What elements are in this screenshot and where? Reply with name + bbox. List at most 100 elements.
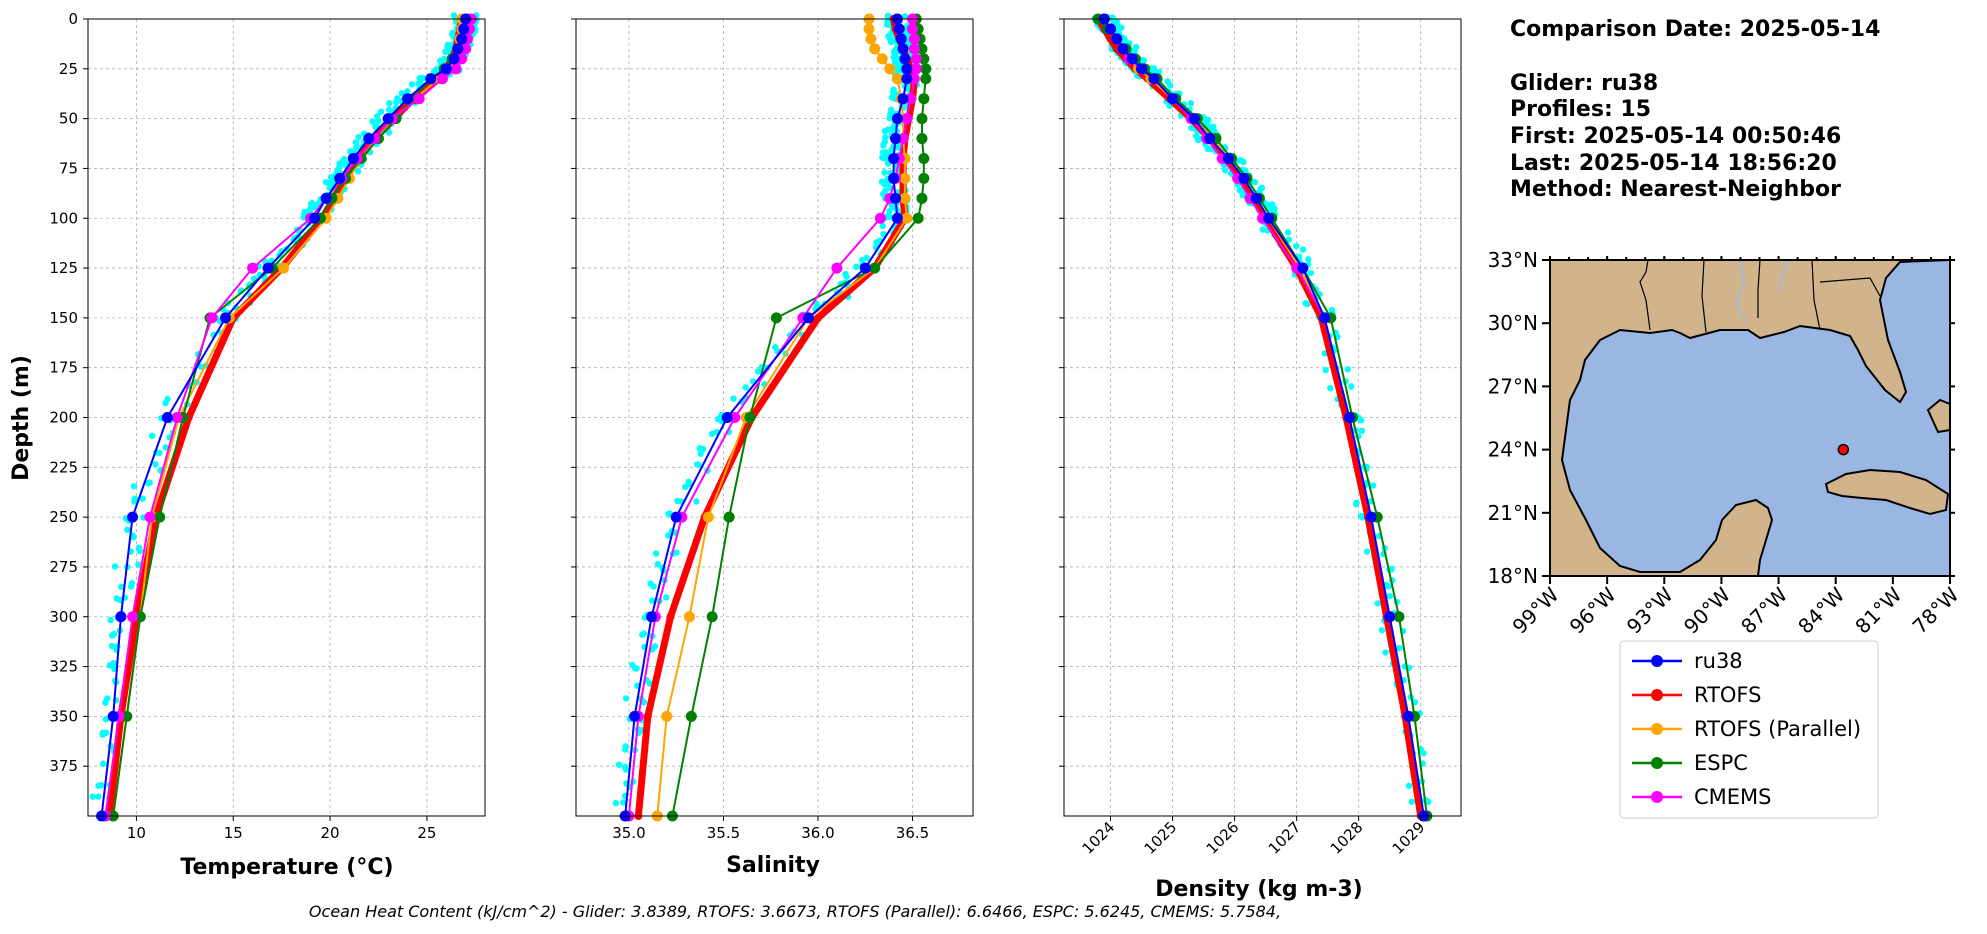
temperature-ru38-point (440, 63, 452, 75)
glider-raw-point (386, 100, 393, 107)
legend-espc-label: ESPC (1694, 751, 1748, 775)
glider-raw-point (135, 561, 142, 568)
glider-raw-point (1327, 385, 1334, 392)
glider-raw-point (887, 38, 895, 46)
salinity-ru38-point (888, 152, 900, 164)
salinity-espc-point (770, 312, 782, 324)
glider-raw-point (408, 81, 416, 88)
salinity-espc-point (706, 611, 718, 623)
glider-raw-point (1357, 512, 1365, 520)
temperature-ru38-point (382, 113, 394, 125)
density-ru38-point (1117, 43, 1129, 55)
temperature-ru38-point (262, 262, 274, 274)
salinity-ru38-point (897, 43, 909, 55)
temperature-x-tick-label: 15 (224, 824, 243, 842)
temperature-series (96, 13, 477, 822)
map-lat-tick-label: 24°N (1488, 438, 1538, 462)
temperature-x-tick-label: 10 (127, 824, 146, 842)
salinity-ru38-point (721, 412, 733, 423)
depth-tick-label: 0 (68, 10, 78, 28)
density-ru38-point (1148, 73, 1160, 85)
density-series (1092, 13, 1433, 822)
glider-raw-point (1265, 202, 1272, 210)
temperature-cmems-point (127, 611, 139, 623)
depth-tick-label: 375 (49, 757, 78, 775)
glider-raw-point (416, 74, 423, 82)
glider-raw-point (649, 597, 656, 604)
glider-raw-point (98, 782, 105, 789)
glider-raw-point (1305, 256, 1312, 263)
density-espc-point (1393, 611, 1405, 623)
legend-rtofs-marker (1651, 689, 1663, 701)
salinity-x-tick-label: 35.5 (707, 824, 740, 842)
temperature-cmems-point (450, 63, 462, 75)
glider-raw-point (111, 563, 119, 570)
map-lat-tick-label: 33°N (1488, 248, 1538, 272)
salinity-espc-point (920, 63, 932, 75)
glider-raw-point (863, 254, 870, 262)
map-lat-tick-label: 30°N (1488, 311, 1538, 335)
temperature-x-tick-label: 20 (321, 824, 340, 842)
glider-raw-point (398, 90, 405, 97)
salinity-x-tick-label: 35.0 (612, 824, 645, 842)
glider-raw-point (622, 695, 630, 702)
salinity-espc-point (918, 152, 930, 164)
glider-raw-point (696, 445, 703, 452)
glider-raw-point (754, 368, 762, 375)
temperature-ru38-point (458, 23, 470, 35)
temperature-ru38-point (452, 43, 464, 55)
salinity-espc-point (918, 93, 930, 105)
temperature-axis-label: Temperature (°C) (180, 855, 393, 880)
legend: ru38 RTOFS RTOFS (Parallel) ESPC CMEMS (1619, 640, 1879, 819)
salinity-grid (576, 18, 973, 816)
salinity-series (619, 13, 932, 822)
density-ru38-point (1238, 172, 1250, 184)
salinity-ru38-point (629, 710, 641, 722)
depth-tick-label: 150 (49, 309, 78, 327)
glider-raw-point (450, 12, 458, 19)
glider-raw-point (1240, 158, 1247, 166)
glider-raw-point (1382, 649, 1389, 656)
salinity-axis-label: Salinity (726, 853, 820, 878)
density-ru38-point (1250, 192, 1262, 204)
glider-raw-point (106, 662, 113, 669)
map-lon-tick-label: 96°W (1565, 582, 1621, 638)
temperature-ru38-point (448, 53, 460, 65)
density-axis-label: Density (kg m-3) (1155, 877, 1363, 902)
temperature-ru38-point (347, 152, 359, 164)
glider-raw-point (110, 630, 118, 638)
density-ru38-point (1263, 212, 1275, 224)
glider-raw-point (310, 204, 318, 211)
temperature-ru38-point (161, 412, 173, 423)
salinity-cmems-point (831, 262, 843, 274)
density-ru38-point (1126, 53, 1138, 65)
salinity-rtofs-parallel-point (901, 212, 913, 224)
density-ru38-point (1136, 63, 1148, 75)
glider-raw-point (353, 143, 360, 151)
salinity-ticks: 35.0 35.5 36.0 36.5 (571, 18, 929, 842)
salinity-rtofs-parallel-point (869, 43, 881, 55)
salinity-cmems-point (910, 63, 922, 75)
salinity-espc-point (918, 53, 930, 65)
glider-raw-point (708, 430, 716, 438)
salinity-ru38-point (895, 33, 907, 45)
temperature-cmems-point (456, 53, 468, 65)
glider-raw-point (694, 461, 701, 468)
map-lat-tick-label: 21°N (1488, 501, 1538, 525)
glider-raw-point (102, 699, 109, 706)
glider-raw-point (1187, 100, 1195, 107)
temperature-panel: 10 15 20 2502550751001251501752002252502753… (49, 10, 486, 842)
glider-raw-point (1344, 366, 1351, 373)
glider-raw-point (102, 729, 110, 736)
glider-raw-point (640, 699, 648, 706)
glider-raw-point (620, 799, 627, 806)
density-ru38-point (1167, 93, 1179, 105)
glider-raw-point (639, 631, 646, 638)
glider-raw-point (901, 13, 909, 20)
glider-raw-point (633, 665, 640, 672)
state-borders (1639, 259, 1881, 333)
density-ru38-point (1384, 611, 1396, 623)
salinity-ru38-point (803, 312, 815, 324)
salinity-panel: 35.0 35.5 36.0 36.5 (571, 12, 974, 842)
salinity-rtofs-parallel-point (702, 511, 714, 523)
